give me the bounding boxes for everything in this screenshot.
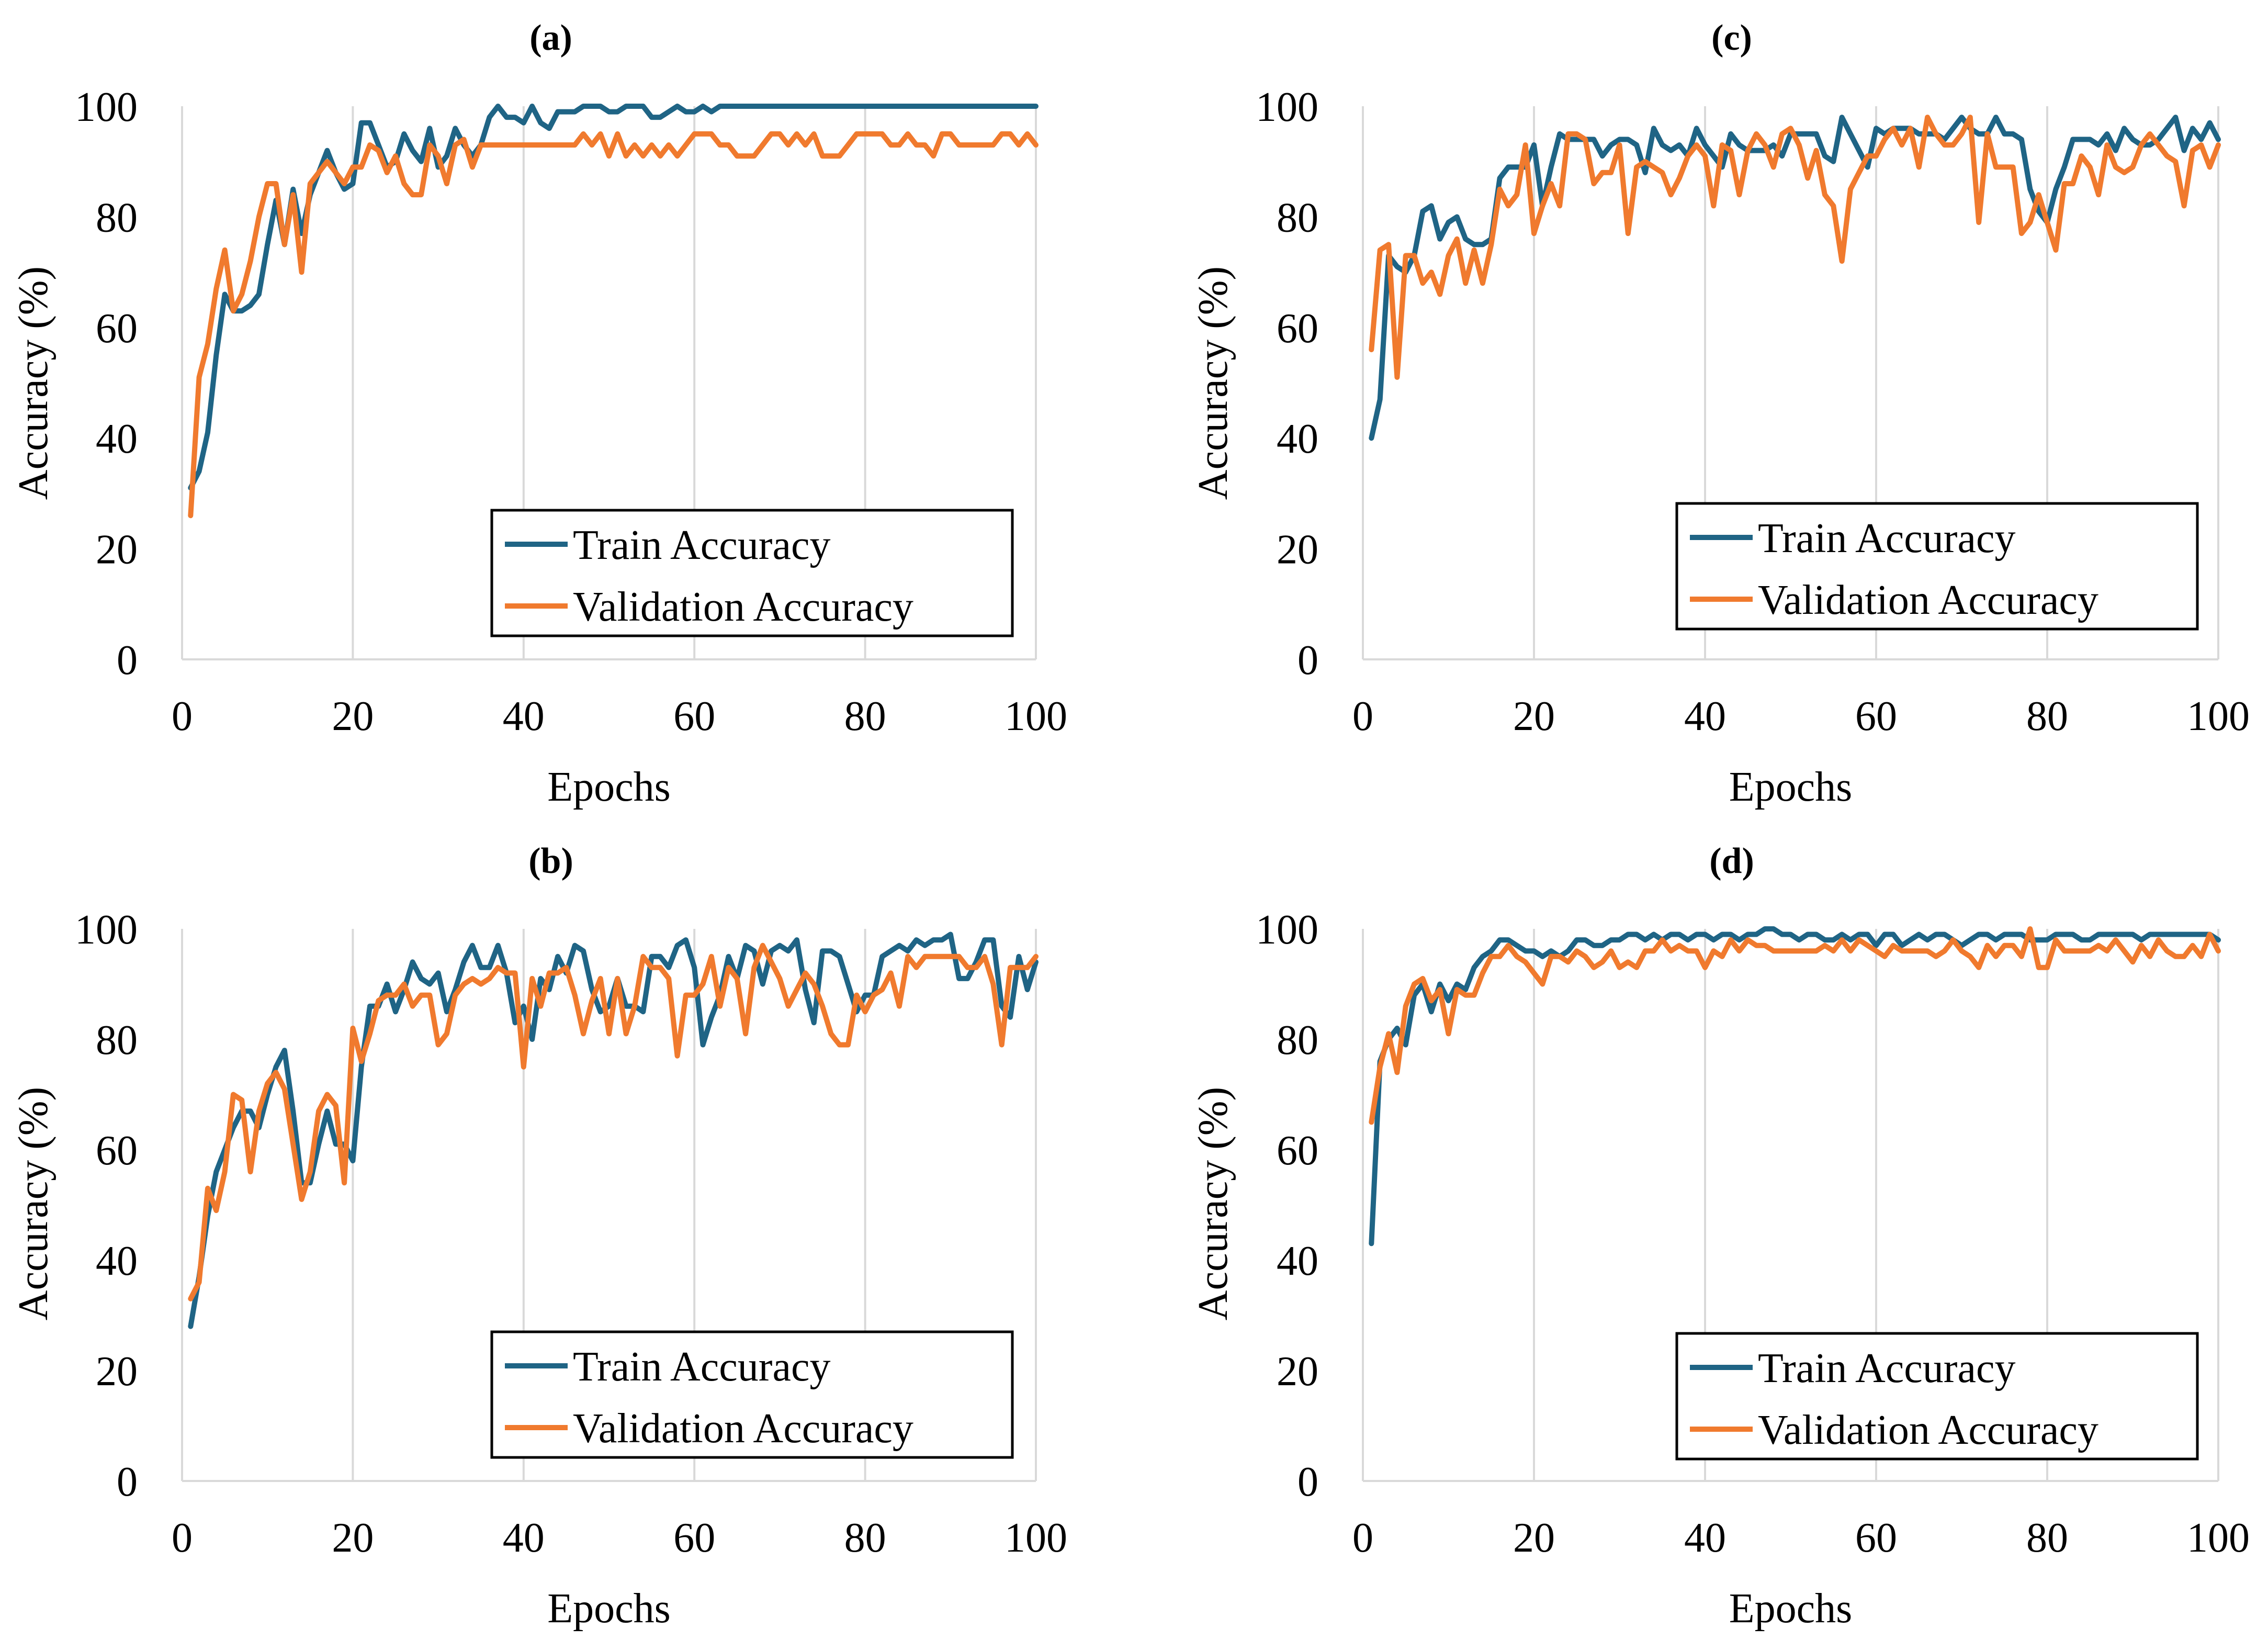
x-tick-label: 80 [844, 693, 886, 739]
legend-label-train-accuracy: Train Accuracy [1758, 1345, 2015, 1391]
legend-label-train-accuracy: Train Accuracy [573, 522, 830, 568]
y-tick-label: 20 [1277, 527, 1318, 573]
x-axis-title: Epochs [547, 764, 671, 810]
legend-box [490, 509, 1014, 637]
x-tick-label: 100 [1005, 693, 1067, 739]
x-axis-title: Epochs [1729, 1586, 1853, 1632]
x-tick-label: 100 [2187, 1515, 2250, 1561]
y-tick-label: 60 [96, 1128, 138, 1174]
y-tick-label: 0 [117, 1459, 138, 1505]
y-tick-label: 80 [96, 195, 138, 241]
x-axis-title: Epochs [547, 1586, 671, 1632]
y-tick-label: 80 [1277, 195, 1318, 241]
x-tick-label: 0 [1352, 1515, 1373, 1561]
legend-box [490, 1330, 1014, 1459]
y-tick-label: 0 [1297, 1459, 1318, 1505]
series-line-validation-accuracy [188, 942, 1039, 1301]
panel-c: 0 20 40 60 80 100 0 20 40 60 80 100 (c) Epochs Accurac… [1190, 18, 2250, 810]
x-tick-label: 0 [172, 693, 193, 739]
x-tick-label: 40 [1684, 693, 1726, 739]
series-line-validation-accuracy [1369, 115, 2221, 380]
x-tick-label: 100 [2187, 693, 2250, 739]
y-tick-label: 0 [1297, 637, 1318, 683]
legend-box [1675, 1332, 2199, 1461]
y-tick-label: 0 [117, 637, 138, 683]
panel-b: 0 20 40 60 80 100 0 20 40 60 80 100 (b) Epochs Accurac… [10, 841, 1067, 1632]
y-tick-label: 20 [1277, 1349, 1318, 1395]
legend-box [1675, 502, 2199, 631]
x-axis-title: Epochs [1729, 764, 1853, 810]
panel-title: (a) [529, 18, 572, 58]
panel-d: 0 20 40 60 80 100 0 20 40 60 80 100 (d) Epochs Accurac… [1190, 841, 2250, 1632]
y-tick-label: 20 [96, 527, 138, 573]
y-tick-label: 40 [1277, 1238, 1318, 1284]
x-tick-label: 20 [1513, 1515, 1555, 1561]
legend: Train Accuracy Validation Accuracy [1675, 502, 2199, 631]
y-tick-label: 40 [96, 416, 138, 462]
y-axis-title: Accuracy (%) [1190, 1087, 1236, 1320]
x-tick-label: 60 [673, 1515, 715, 1561]
x-tick-label: 80 [2026, 1515, 2068, 1561]
legend-label-train-accuracy: Train Accuracy [1758, 515, 2015, 562]
x-tick-label: 60 [1855, 693, 1897, 739]
y-tick-label: 80 [96, 1017, 138, 1063]
y-tick-label: 40 [96, 1238, 138, 1284]
x-tick-label: 20 [332, 1515, 374, 1561]
series-line-validation-accuracy [1369, 926, 2221, 1125]
y-tick-label: 60 [96, 306, 138, 352]
panel-title: (b) [528, 841, 573, 881]
y-tick-label: 80 [1277, 1017, 1318, 1063]
y-tick-label: 60 [1277, 306, 1318, 352]
x-tick-label: 0 [172, 1515, 193, 1561]
y-tick-label: 20 [96, 1349, 138, 1395]
legend-label-train-accuracy: Train Accuracy [573, 1344, 830, 1390]
panel-a: 0 20 40 60 80 100 0 20 40 60 80 100 (a) Epochs Accurac… [10, 18, 1067, 810]
legend: Train Accuracy Validation Accuracy [490, 1330, 1014, 1459]
x-tick-label: 40 [1684, 1515, 1726, 1561]
x-tick-label: 80 [2026, 693, 2068, 739]
x-tick-label: 20 [1513, 693, 1555, 739]
x-tick-label: 40 [503, 1515, 545, 1561]
y-tick-label: 60 [1277, 1128, 1318, 1174]
series-line-validation-accuracy [188, 131, 1039, 519]
y-tick-label: 40 [1277, 416, 1318, 462]
series-line-train-accuracy [188, 104, 1039, 491]
x-tick-label: 60 [673, 693, 715, 739]
x-tick-label: 0 [1352, 693, 1373, 739]
series-line-train-accuracy [1369, 926, 2221, 1247]
y-tick-label: 100 [1256, 907, 1318, 953]
x-tick-label: 20 [332, 693, 374, 739]
legend: Train Accuracy Validation Accuracy [490, 509, 1014, 637]
legend-label-validation-accuracy: Validation Accuracy [573, 584, 913, 630]
y-axis-title: Accuracy (%) [1190, 266, 1236, 500]
x-tick-label: 80 [844, 1515, 886, 1561]
y-tick-label: 100 [1256, 84, 1318, 130]
y-tick-label: 100 [75, 907, 138, 953]
x-tick-label: 100 [1005, 1515, 1067, 1561]
panel-title: (c) [1711, 18, 1752, 58]
legend: Train Accuracy Validation Accuracy [1675, 1332, 2199, 1461]
legend-label-validation-accuracy: Validation Accuracy [1758, 577, 2098, 623]
panel-title: (d) [1709, 841, 1754, 881]
legend-label-validation-accuracy: Validation Accuracy [1758, 1407, 2098, 1453]
y-tick-label: 100 [75, 84, 138, 130]
x-tick-label: 40 [503, 693, 545, 739]
y-axis-title: Accuracy (%) [10, 1087, 57, 1320]
legend-label-validation-accuracy: Validation Accuracy [573, 1406, 913, 1452]
x-tick-label: 60 [1855, 1515, 1897, 1561]
y-axis-title: Accuracy (%) [10, 266, 57, 500]
